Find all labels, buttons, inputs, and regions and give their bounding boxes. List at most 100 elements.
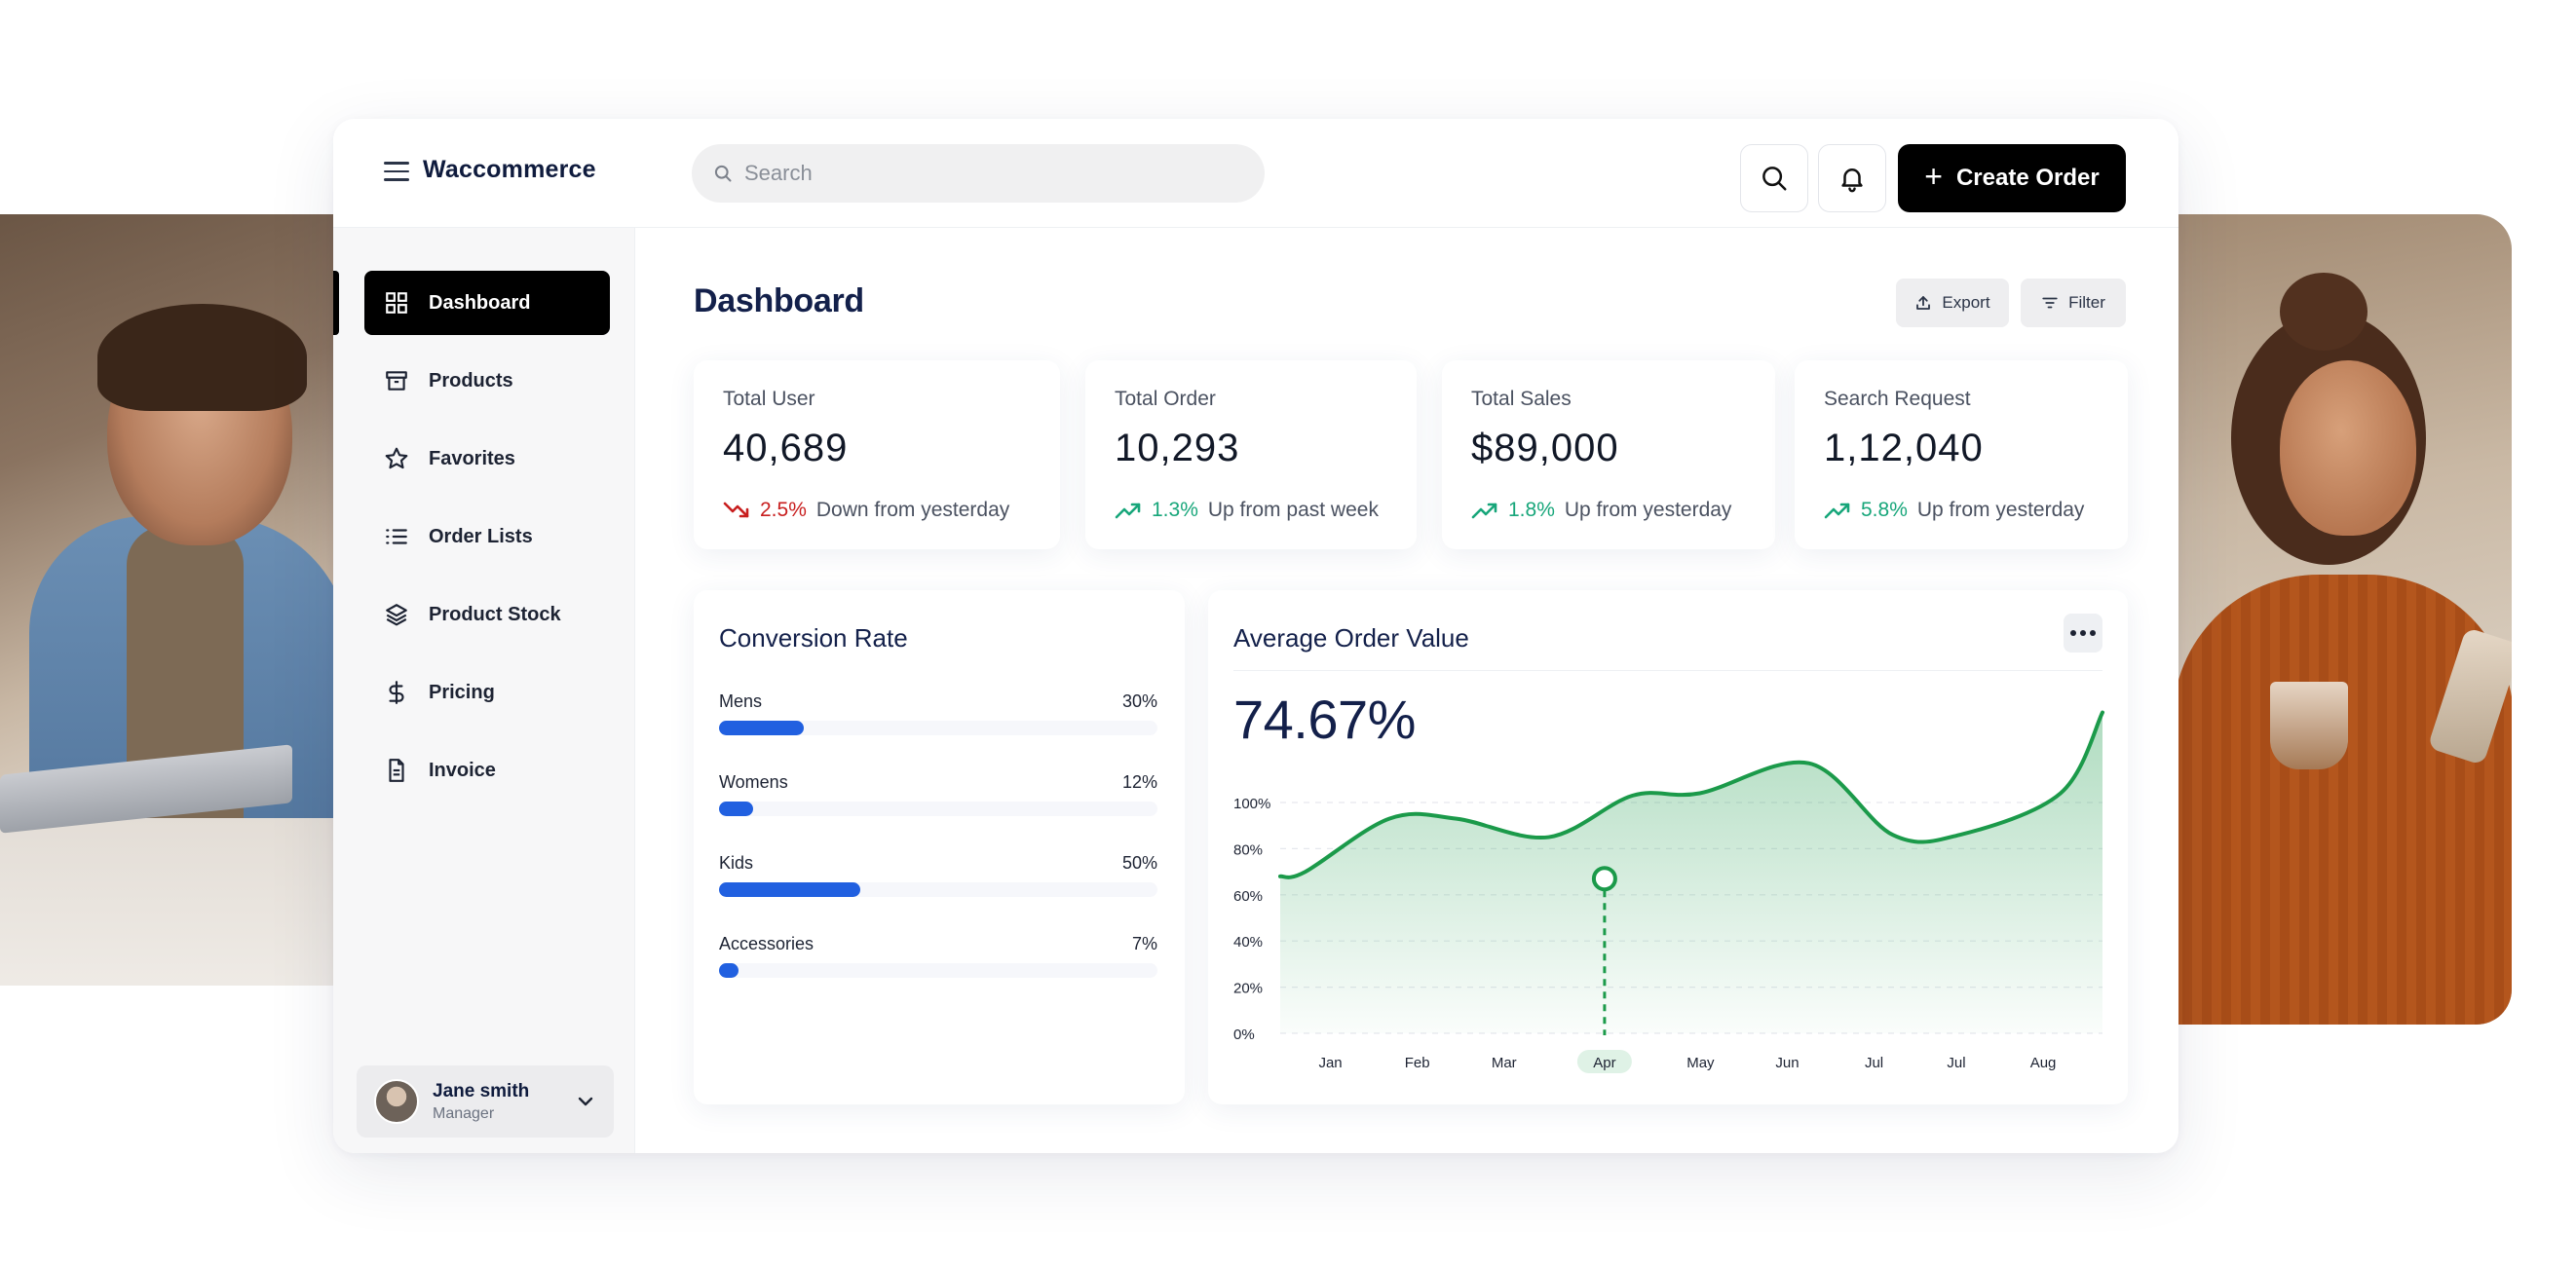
stat-trend: 5.8% Up from yesterday <box>1824 499 2084 522</box>
avatar <box>374 1079 419 1124</box>
y-tick-label: 20% <box>1233 981 1263 997</box>
export-label: Export <box>1942 293 1990 312</box>
divider <box>1233 670 2102 671</box>
progress-track <box>719 802 1157 816</box>
y-tick-label: 60% <box>1233 888 1263 905</box>
category-name: Mens <box>719 691 763 711</box>
category-name: Accessories <box>719 934 814 953</box>
trend-up-icon <box>1824 503 1850 519</box>
stat-note: Down from yesterday <box>815 499 1010 521</box>
progress-fill <box>719 963 739 978</box>
series-line <box>1278 710 2104 879</box>
data-point-marker <box>1591 866 1617 892</box>
x-tick-label: Feb <box>1405 1055 1430 1071</box>
y-tick-label: 40% <box>1233 934 1263 951</box>
file-icon <box>389 759 404 782</box>
stat-trend: 1.8% Up from yesterday <box>1471 499 1731 522</box>
sidebar-item-label: Products <box>429 369 513 392</box>
stat-label: Total Order <box>1115 388 1216 410</box>
x-tick-label: Apr <box>1593 1055 1615 1071</box>
stat-value: 40,689 <box>723 427 849 469</box>
search-input[interactable] <box>744 161 1231 186</box>
sidebar: Dashboard Products Favorites Order Lists… <box>333 228 635 1153</box>
sidebar-item-label: Dashboard <box>429 291 531 314</box>
stat-trend: 2.5% Down from yesterday <box>723 499 1009 522</box>
page-title: Dashboard <box>694 282 864 319</box>
notification-button[interactable] <box>1818 144 1886 212</box>
trend-down-icon <box>723 502 749 518</box>
woman-photo <box>2163 214 2512 1025</box>
y-tick-label: 100% <box>1233 796 1270 812</box>
progress-track <box>719 882 1157 897</box>
stat-label: Total User <box>723 388 815 410</box>
user-role: Manager <box>433 1104 495 1122</box>
progress-track <box>719 721 1157 735</box>
sidebar-item-products[interactable]: Products <box>364 349 610 413</box>
x-tick-label: Jul <box>1947 1055 1965 1071</box>
more-options-button[interactable] <box>2064 614 2102 653</box>
upload-icon <box>1916 296 1931 310</box>
y-tick-label: 0% <box>1233 1026 1255 1043</box>
filter-button[interactable]: Filter <box>2021 279 2126 327</box>
x-tick-label: Jan <box>1318 1055 1342 1071</box>
area-fill <box>1280 712 2102 1033</box>
list-icon <box>386 529 407 544</box>
app-window: Waccommerce + Create Order Dashboard Pro… <box>333 119 2178 1153</box>
panel-title: Conversion Rate <box>719 623 908 653</box>
man-photo <box>0 214 351 986</box>
conversion-rate-panel: Conversion Rate Mens 30% Womens 12% Kids… <box>694 590 1185 1104</box>
stat-note: Up from yesterday <box>1916 499 2085 521</box>
user-profile[interactable]: Jane smith Manager <box>357 1065 614 1138</box>
list-item: Kids 50% <box>719 853 1157 921</box>
trend-up-icon <box>1115 503 1141 519</box>
progress-track <box>719 963 1157 978</box>
aov-chart: 100% 80% 60% 40% 20% 0% Jan Feb Mar Apr May Jun Jul J… <box>1233 710 2104 1073</box>
stat-label: Total Sales <box>1471 388 1572 410</box>
trend-up-icon <box>1471 503 1497 519</box>
chevron-down-icon[interactable] <box>577 1095 594 1108</box>
dollar-icon <box>389 681 404 704</box>
stat-trend: 1.3% Up from past week <box>1115 499 1379 522</box>
category-percent: 12% <box>1121 772 1157 792</box>
progress-fill <box>719 802 753 816</box>
x-tick-label: Jul <box>1865 1055 1883 1071</box>
search-button[interactable] <box>1740 144 1808 212</box>
search-bar[interactable] <box>692 144 1265 203</box>
star-icon <box>385 447 408 469</box>
user-name: Jane smith <box>433 1080 530 1101</box>
stat-change: 1.3% <box>1152 499 1198 521</box>
stat-value: $89,000 <box>1471 427 1619 469</box>
stat-note: Up from yesterday <box>1564 499 1732 521</box>
sidebar-item-invoice[interactable]: Invoice <box>364 738 610 802</box>
progress-fill <box>719 721 804 735</box>
list-item: Mens 30% <box>719 691 1157 760</box>
plus-icon: + <box>1924 159 1943 194</box>
category-name: Kids <box>719 853 754 873</box>
x-tick-label: Aug <box>2030 1055 2057 1071</box>
layers-icon <box>386 604 407 626</box>
create-order-label: Create Order <box>1955 165 2100 191</box>
category-percent: 50% <box>1121 853 1157 873</box>
sidebar-item-label: Product Stock <box>429 603 561 625</box>
list-item: Womens 12% <box>719 772 1157 840</box>
x-tick-label: Jun <box>1775 1055 1799 1071</box>
sidebar-item-order-lists[interactable]: Order Lists <box>364 504 610 569</box>
hamburger-menu-icon[interactable] <box>384 162 409 181</box>
stat-card-total-order: Total Order 10,293 1.3% Up from past wee… <box>1085 360 1417 549</box>
stat-change: 5.8% <box>1861 499 1908 521</box>
sidebar-item-dashboard[interactable]: Dashboard <box>364 271 610 335</box>
sidebar-item-pricing[interactable]: Pricing <box>364 660 610 725</box>
category-name: Womens <box>719 772 788 792</box>
aov-value: 74.67% <box>1233 689 1416 750</box>
create-order-button[interactable]: + Create Order <box>1898 144 2126 212</box>
filter-label: Filter <box>2068 293 2105 312</box>
sidebar-item-favorites[interactable]: Favorites <box>364 427 610 491</box>
sidebar-item-label: Order Lists <box>429 525 533 547</box>
x-tick-label: May <box>1686 1055 1715 1071</box>
sidebar-item-label: Invoice <box>429 759 496 781</box>
grid-icon <box>386 292 407 314</box>
sidebar-item-product-stock[interactable]: Product Stock <box>364 582 610 647</box>
export-button[interactable]: Export <box>1896 279 2009 327</box>
progress-fill <box>719 882 860 897</box>
active-indicator <box>333 271 339 335</box>
